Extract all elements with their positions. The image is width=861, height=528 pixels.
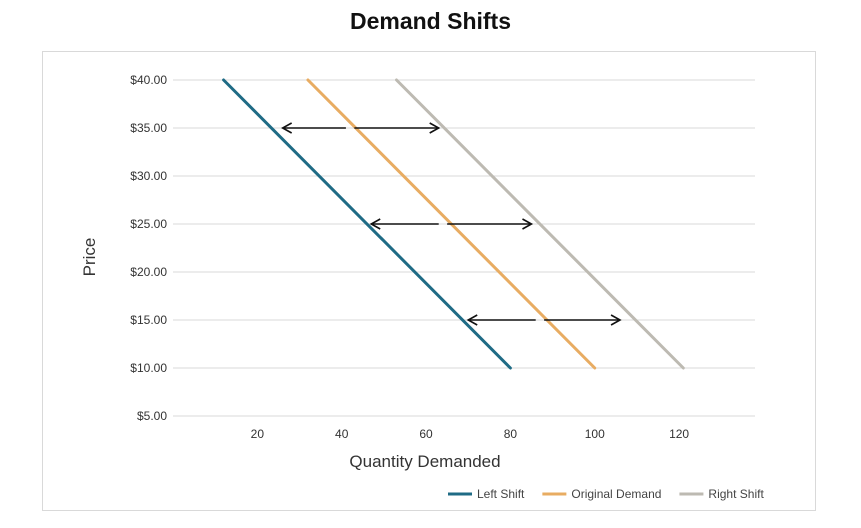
y-tick-label: $20.00 xyxy=(130,265,167,279)
series-line-left-shift xyxy=(222,78,512,370)
y-tick-label: $35.00 xyxy=(130,121,167,135)
y-tick-label: $25.00 xyxy=(130,217,167,231)
x-tick-label: 80 xyxy=(504,427,518,441)
y-tick-label: $5.00 xyxy=(137,409,167,423)
plot-area: $5.00 $10.00 $15.00 $20.00 $25.00 $30.00 $35.0… xyxy=(80,73,764,501)
legend-label: Right Shift xyxy=(708,487,764,501)
x-tick-label: 120 xyxy=(669,427,689,441)
x-tick-label: 20 xyxy=(251,427,265,441)
legend-label: Original Demand xyxy=(571,487,661,501)
x-tick-label: 100 xyxy=(585,427,605,441)
y-tick-label: $40.00 xyxy=(130,73,167,87)
chart-title: Demand Shifts xyxy=(349,8,512,34)
y-tick-label: $10.00 xyxy=(130,361,167,375)
x-axis-label: Quantity Demanded xyxy=(349,452,500,471)
x-tick-label: 40 xyxy=(335,427,349,441)
y-tick-label: $15.00 xyxy=(130,313,167,327)
x-tick-label: 60 xyxy=(419,427,433,441)
y-tick-label: $30.00 xyxy=(130,169,167,183)
series-line-right-shift xyxy=(395,78,685,370)
chart-frame: $5.00 $10.00 $15.00 $20.00 $25.00 $30.00 $35.0… xyxy=(42,51,816,511)
y-axis-label: Price xyxy=(80,238,99,277)
legend-label: Left Shift xyxy=(477,487,525,501)
